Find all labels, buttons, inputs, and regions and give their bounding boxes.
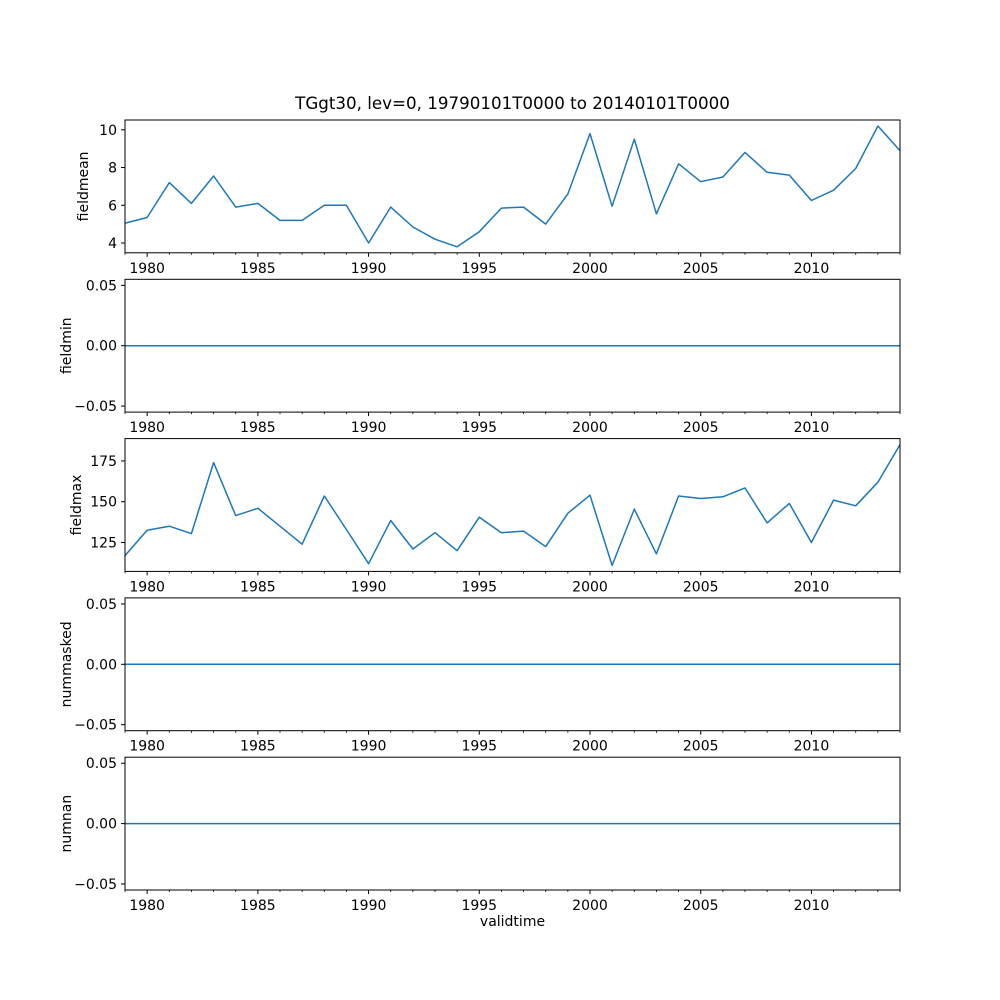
x-tick-label: 2000 [572, 261, 608, 277]
y-axis-label-fieldmean: fieldmean [76, 151, 92, 221]
x-tick-label: 2005 [683, 261, 719, 277]
x-axis-label: validtime [480, 914, 545, 930]
x-tick-label: 1980 [129, 739, 165, 755]
axes-frame [124, 119, 901, 254]
x-tick-label: 2010 [794, 739, 830, 755]
x-tick-label: 1985 [240, 261, 276, 277]
x-tick-label: 1980 [129, 898, 165, 914]
subplot-nummasked: −0.05 0.00 0.05 1980 1985 1990 1995 2000 2005 201… [59, 597, 901, 755]
subplot-fieldmin: −0.05 0.00 0.05 1980 1985 1990 1995 2000 2005 201… [59, 278, 901, 436]
y-tick-label: −0.05 [74, 877, 117, 893]
y-tick-label: 0.05 [86, 756, 117, 772]
y-tick-label: 150 [90, 495, 117, 511]
x-tick-label: 1995 [461, 898, 497, 914]
x-tick-label: 1990 [351, 420, 387, 436]
y-tick-label: 0.00 [86, 817, 117, 833]
x-tick-label: 2000 [572, 898, 608, 914]
fieldmax-series-line [124, 444, 901, 567]
y-tick-label: 6 [108, 198, 117, 214]
x-tick-label: 2000 [572, 739, 608, 755]
x-tick-label: 2010 [794, 420, 830, 436]
y-tick-label: 0.00 [86, 339, 117, 355]
y-tick-label: 125 [90, 536, 117, 552]
x-tick-label: 1985 [240, 739, 276, 755]
x-tick-label: 2005 [683, 898, 719, 914]
y-axis-label-nummasked: nummasked [59, 621, 75, 707]
y-tick-label: 0.05 [86, 597, 117, 613]
y-tick-label: 0.00 [86, 657, 117, 673]
x-tick-label: 1980 [129, 579, 165, 595]
x-tick-label: 1995 [461, 261, 497, 277]
y-axis-label-fieldmin: fieldmin [59, 317, 75, 374]
x-tick-label: 2005 [683, 739, 719, 755]
y-tick-label: −0.05 [74, 399, 117, 415]
y-axis-label-numnan: numnan [59, 795, 75, 853]
y-tick-label: −0.05 [74, 718, 117, 734]
x-tick-label: 2005 [683, 579, 719, 595]
subplot-fieldmax: 125 150 175 1980 1985 1990 1995 2000 2005 2010 fie… [69, 438, 901, 595]
x-tick-label: 1985 [240, 579, 276, 595]
y-tick-label: 8 [108, 161, 117, 177]
x-tick-label: 2005 [683, 420, 719, 436]
y-axis-label-fieldmax: fieldmax [69, 475, 85, 536]
x-tick-label: 1990 [351, 261, 387, 277]
x-tick-label: 2000 [572, 420, 608, 436]
x-tick-label: 2000 [572, 579, 608, 595]
subplots-container: 4 6 8 10 1980 1985 1990 1995 2000 2005 2010 fieldme… [59, 119, 901, 914]
x-tick-label: 1985 [240, 898, 276, 914]
x-tick-label: 2010 [794, 898, 830, 914]
x-tick-label: 2010 [794, 579, 830, 595]
x-tick-label: 1995 [461, 420, 497, 436]
x-tick-label: 1990 [351, 579, 387, 595]
x-tick-label: 1980 [129, 261, 165, 277]
figure-title: TGgt30, lev=0, 19790101T0000 to 20140101… [294, 93, 730, 113]
axes-frame [124, 438, 901, 572]
subplot-numnan: −0.05 0.00 0.05 1980 1985 1990 1995 2000 2005 201… [59, 756, 901, 914]
x-tick-label: 1995 [461, 579, 497, 595]
y-tick-label: 175 [90, 454, 117, 470]
x-tick-label: 2010 [794, 261, 830, 277]
y-tick-label: 0.05 [86, 278, 117, 294]
y-tick-label: 4 [108, 236, 117, 252]
subplot-fieldmean: 4 6 8 10 1980 1985 1990 1995 2000 2005 2010 fieldme… [76, 119, 901, 277]
fieldmean-series-line [124, 125, 901, 248]
x-tick-label: 1980 [129, 420, 165, 436]
x-tick-label: 1995 [461, 739, 497, 755]
x-tick-label: 1985 [240, 420, 276, 436]
x-tick-label: 1990 [351, 739, 387, 755]
y-tick-label: 10 [99, 123, 117, 139]
x-tick-label: 1990 [351, 898, 387, 914]
